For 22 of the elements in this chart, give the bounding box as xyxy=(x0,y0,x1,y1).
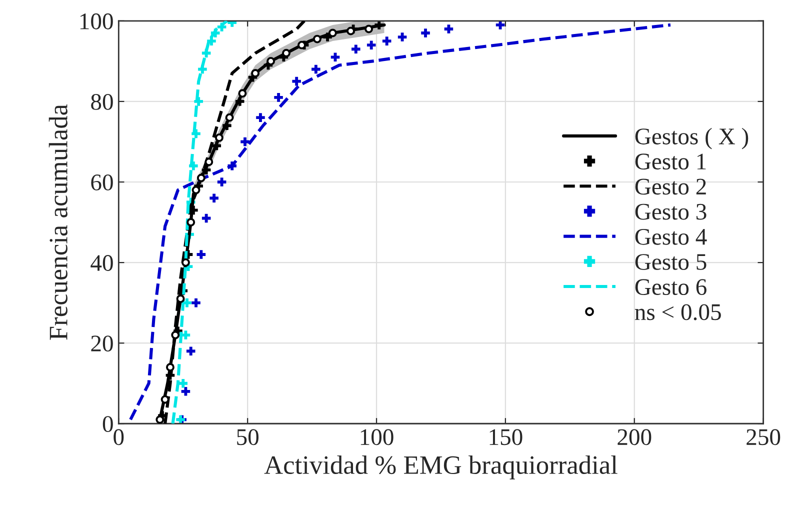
legend-label: Gesto 4 xyxy=(635,228,707,245)
legend-label: Gesto 3 xyxy=(635,204,706,220)
x-tick-label: 0 xyxy=(114,429,124,446)
y-tick-label: 20 xyxy=(91,336,113,352)
y-tick-label: 40 xyxy=(90,255,113,271)
y-tick-label: 0 xyxy=(102,416,113,432)
y-tick-label: 80 xyxy=(91,94,113,110)
legend-label: Gesto 2 xyxy=(635,178,706,195)
x-tick-label: 50 xyxy=(237,429,258,446)
x-tick-label: 150 xyxy=(490,429,522,446)
legend-label: ns < 0.05 xyxy=(634,304,721,320)
legend-label: Gesto 1 xyxy=(635,154,706,170)
x-axis-title: Actividad % EMG braquiorradial xyxy=(264,455,618,480)
x-tick-label: 200 xyxy=(618,429,652,446)
legend-label: Gestos ( X ) xyxy=(635,128,748,150)
y-tick-label: 100 xyxy=(80,13,113,30)
y-axis-title: Frecuencia acumulada xyxy=(48,104,68,340)
y-tick-label: 60 xyxy=(91,174,113,190)
x-tick-label: 100 xyxy=(360,429,394,446)
legend-label: Gesto 5 xyxy=(635,254,706,270)
x-tick-label: 250 xyxy=(746,429,780,446)
legend-label: Gesto 6 xyxy=(635,279,706,296)
